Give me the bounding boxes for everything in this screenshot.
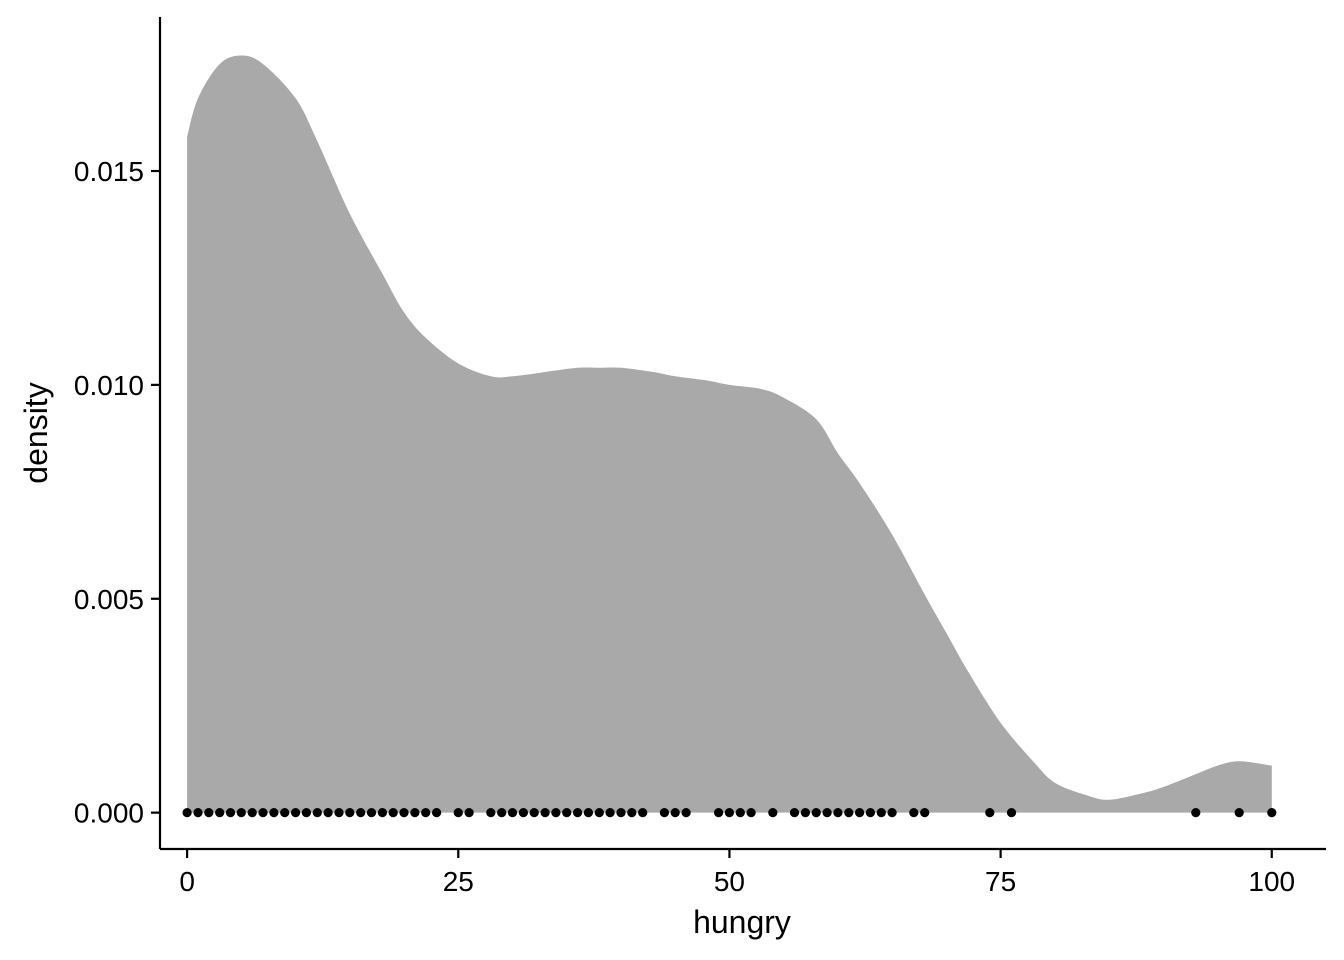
rug-point (789, 808, 800, 818)
rug-point (323, 808, 333, 818)
y-tick-label: 0.015 (74, 156, 144, 187)
x-axis-title: hungry (693, 904, 791, 940)
rug-point (746, 808, 756, 818)
rug-point (486, 808, 496, 818)
rug-point (724, 808, 735, 818)
rug-point (551, 808, 561, 818)
rug-point (985, 808, 995, 818)
rug-point (768, 808, 778, 818)
y-tick-label: 0.000 (74, 798, 144, 829)
rug-point (822, 808, 832, 818)
rug-point (247, 808, 257, 818)
y-axis-title: density (18, 382, 54, 483)
rug-point (562, 808, 572, 818)
rug-point (583, 808, 594, 818)
rug-point (453, 808, 463, 818)
rug-point (1006, 808, 1017, 818)
x-tick-label: 50 (714, 866, 745, 897)
rug-point (540, 808, 550, 818)
rug-point (410, 808, 420, 818)
rug-point (432, 808, 442, 818)
rug-point (670, 808, 680, 818)
rug-point (638, 808, 648, 818)
rug-point (518, 808, 529, 818)
rug-point (345, 808, 355, 818)
rug-point (659, 808, 670, 818)
rug-point (204, 808, 214, 818)
x-tick-label: 25 (443, 866, 474, 897)
rug-point (909, 808, 919, 818)
rug-point (865, 808, 876, 818)
rug-point (1267, 808, 1277, 818)
x-tick-label: 75 (985, 866, 1016, 897)
rug-point (497, 808, 507, 818)
rug-point (876, 808, 886, 818)
rug-point (356, 808, 366, 818)
rug-point (334, 808, 344, 818)
rug-point (366, 808, 377, 818)
rug-point (193, 808, 203, 818)
rug-point (399, 808, 409, 818)
rug-point (377, 808, 387, 818)
density-area-layer (187, 55, 1272, 813)
rug-point (844, 808, 854, 818)
rug-point (811, 808, 821, 818)
rug-point (605, 808, 615, 818)
rug-point (312, 808, 322, 818)
rug-point (258, 808, 268, 818)
rug-point (920, 808, 930, 818)
rug-point (225, 808, 236, 818)
x-tick-label: 100 (1248, 866, 1295, 897)
rug-point (421, 808, 431, 818)
rug-point (1234, 808, 1244, 818)
rug-point (887, 808, 897, 818)
y-tick-label: 0.010 (74, 370, 144, 401)
rug-point (594, 808, 604, 818)
rug-point (215, 808, 225, 818)
rug-point (301, 808, 311, 818)
rug-point (464, 808, 474, 818)
rug-point (182, 808, 192, 818)
rug-point (280, 808, 290, 818)
rug-point (855, 808, 865, 818)
rug-point (714, 808, 724, 818)
rug-point (269, 808, 279, 818)
rug-point (573, 808, 583, 818)
rug-point (627, 808, 637, 818)
y-tick-label: 0.005 (74, 584, 144, 615)
rug-point (735, 808, 745, 818)
rug-point (291, 808, 301, 818)
rug-point (681, 808, 691, 818)
rug-point (833, 808, 843, 818)
x-tick-label: 0 (179, 866, 195, 897)
rug-point (800, 808, 811, 818)
y-axis-ticks: 0.000 0.005 0.010 0.015 (74, 156, 160, 829)
rug-point (616, 808, 626, 818)
rug-point (388, 808, 398, 818)
rug-point (507, 808, 518, 818)
rug-points-layer (182, 808, 1277, 818)
rug-point (529, 808, 539, 818)
rug-point (236, 808, 246, 818)
density-area (187, 55, 1272, 813)
rug-point (1191, 808, 1201, 818)
x-axis-ticks: 0 25 50 75 100 (179, 849, 1295, 897)
